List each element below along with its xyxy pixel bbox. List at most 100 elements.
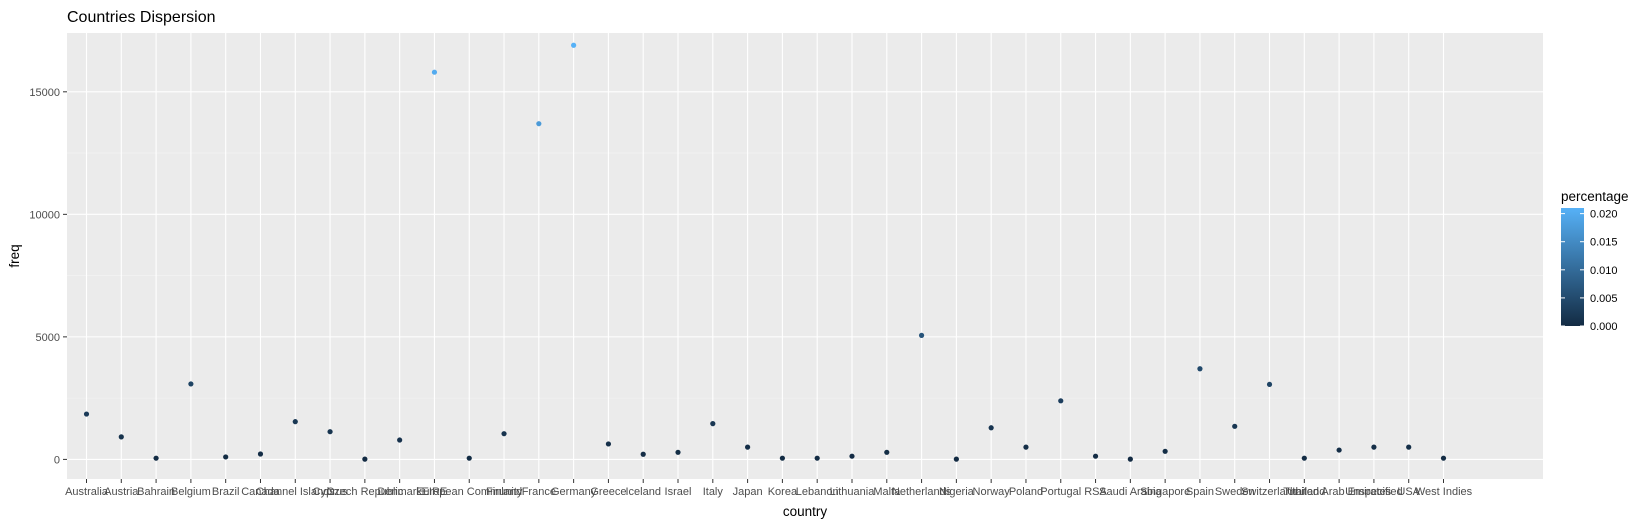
- data-point: [1301, 455, 1307, 461]
- x-tick-label: Lithuania: [830, 486, 876, 498]
- data-point: [397, 437, 403, 443]
- x-tick-label: Japan: [733, 486, 763, 498]
- data-point: [257, 451, 264, 457]
- y-tick-label: 5000: [36, 332, 60, 344]
- data-point: [1406, 444, 1412, 450]
- x-tick-label: Portugal: [1040, 486, 1081, 498]
- x-tick-label: Channel Islands: [256, 486, 335, 498]
- data-point: [1266, 381, 1273, 388]
- data-point: [745, 444, 751, 450]
- x-tick-label: United Arab Emirates: [1287, 486, 1391, 498]
- data-point: [327, 429, 333, 435]
- data-point: [536, 121, 542, 127]
- data-point: [223, 454, 229, 460]
- x-tick-label: Finland: [486, 486, 522, 498]
- data-point: [1092, 453, 1099, 459]
- plot-panel: [67, 33, 1543, 479]
- legend-ticks: 0.000 0.005 0.010 0.015 0.020: [1561, 209, 1618, 333]
- x-tick-label: Lebanon: [796, 486, 839, 498]
- legend-tick-label: 0.010: [1590, 265, 1618, 277]
- data-point: [918, 332, 925, 338]
- data-point: [1058, 398, 1064, 404]
- data-point: [814, 455, 820, 461]
- data-point: [1197, 366, 1203, 372]
- x-tick-label: Unspecified: [1345, 486, 1402, 498]
- y-axis: 0 5000 10000 15000: [29, 87, 67, 466]
- data-point: [849, 453, 855, 459]
- x-tick-label: Nigeria: [939, 486, 975, 498]
- y-tick-label: 10000: [29, 209, 60, 221]
- data-point: [153, 455, 159, 461]
- data-point: [640, 451, 646, 457]
- data-point: [988, 425, 994, 431]
- x-tick-label: Australia: [65, 486, 109, 498]
- x-tick-label: Czech Republic: [326, 486, 404, 498]
- x-tick-label: Iceland: [625, 486, 660, 498]
- x-tick-label: EIRE: [422, 486, 448, 498]
- legend-tick-label: 0.015: [1590, 237, 1618, 249]
- legend-tick-label: 0.000: [1590, 321, 1618, 333]
- y-tick-label: 0: [54, 454, 60, 466]
- data-point: [466, 455, 472, 461]
- legend-colorbar: [1561, 208, 1584, 326]
- x-tick-label: Norway: [973, 486, 1011, 498]
- data-point: [779, 455, 785, 461]
- x-axis-title: country: [783, 504, 828, 519]
- x-tick-label: Switzerland: [1241, 486, 1298, 498]
- data-point: [1023, 444, 1029, 450]
- data-point: [953, 456, 959, 462]
- x-tick-label: Saudi Arabia: [1099, 486, 1162, 498]
- x-tick-label: Sweden: [1215, 486, 1255, 498]
- x-tick-label: Israel: [665, 486, 692, 498]
- data-point: [1336, 447, 1342, 453]
- data-point: [1440, 455, 1447, 461]
- data-point: [710, 421, 716, 427]
- x-tick-label: USA: [1397, 486, 1420, 498]
- x-tick-label: Belgium: [171, 486, 211, 498]
- data-point: [1162, 448, 1168, 454]
- data-point: [1232, 423, 1238, 429]
- data-point: [83, 411, 90, 417]
- x-tick-label: Malta: [873, 486, 901, 498]
- x-tick-label: Germany: [551, 486, 597, 498]
- data-point: [1127, 456, 1133, 462]
- x-tick-label: European Community: [416, 486, 523, 498]
- data-point: [675, 449, 681, 455]
- color-legend: percentage 0.000 0.005 0.010 0.015 0.020: [1561, 189, 1629, 333]
- x-tick-label: Greece: [590, 486, 626, 498]
- y-axis-title: freq: [7, 244, 22, 267]
- data-point: [431, 69, 438, 75]
- x-tick-label: Korea: [768, 486, 798, 498]
- data-point: [118, 434, 124, 440]
- x-tick-label: Austria: [104, 486, 139, 498]
- x-tick-label: Singapore: [1140, 486, 1190, 498]
- x-tick-label: RSA: [1084, 486, 1107, 498]
- x-tick-label: West Indies: [1415, 486, 1473, 498]
- x-tick-label: Netherlands: [892, 486, 952, 498]
- data-point: [362, 456, 368, 462]
- data-point: [1371, 444, 1377, 450]
- data-point: [571, 42, 577, 48]
- legend-tick-label: 0.020: [1590, 209, 1618, 221]
- x-tick-label: Thailand: [1283, 486, 1325, 498]
- chart-title: Countries Dispersion: [67, 9, 216, 26]
- data-point: [605, 441, 612, 447]
- x-tick-label: Denmark: [377, 486, 422, 498]
- x-tick-label: Spain: [1186, 486, 1214, 498]
- x-tick-label: Bahrain: [137, 486, 175, 498]
- x-tick-label: France: [522, 486, 556, 498]
- x-tick-label: Canada: [241, 486, 280, 498]
- x-tick-label: Brazil: [212, 486, 240, 498]
- grid-lines: [67, 33, 1543, 479]
- legend-title: percentage: [1561, 189, 1629, 204]
- data-point: [501, 431, 507, 437]
- data-points: [83, 42, 1447, 462]
- legend-tick-label: 0.005: [1590, 293, 1618, 305]
- x-tick-label: Cyprus: [313, 486, 348, 498]
- y-tick-label: 15000: [29, 87, 60, 99]
- data-point: [188, 381, 194, 387]
- data-point: [884, 449, 890, 455]
- x-tick-label: Poland: [1009, 486, 1043, 498]
